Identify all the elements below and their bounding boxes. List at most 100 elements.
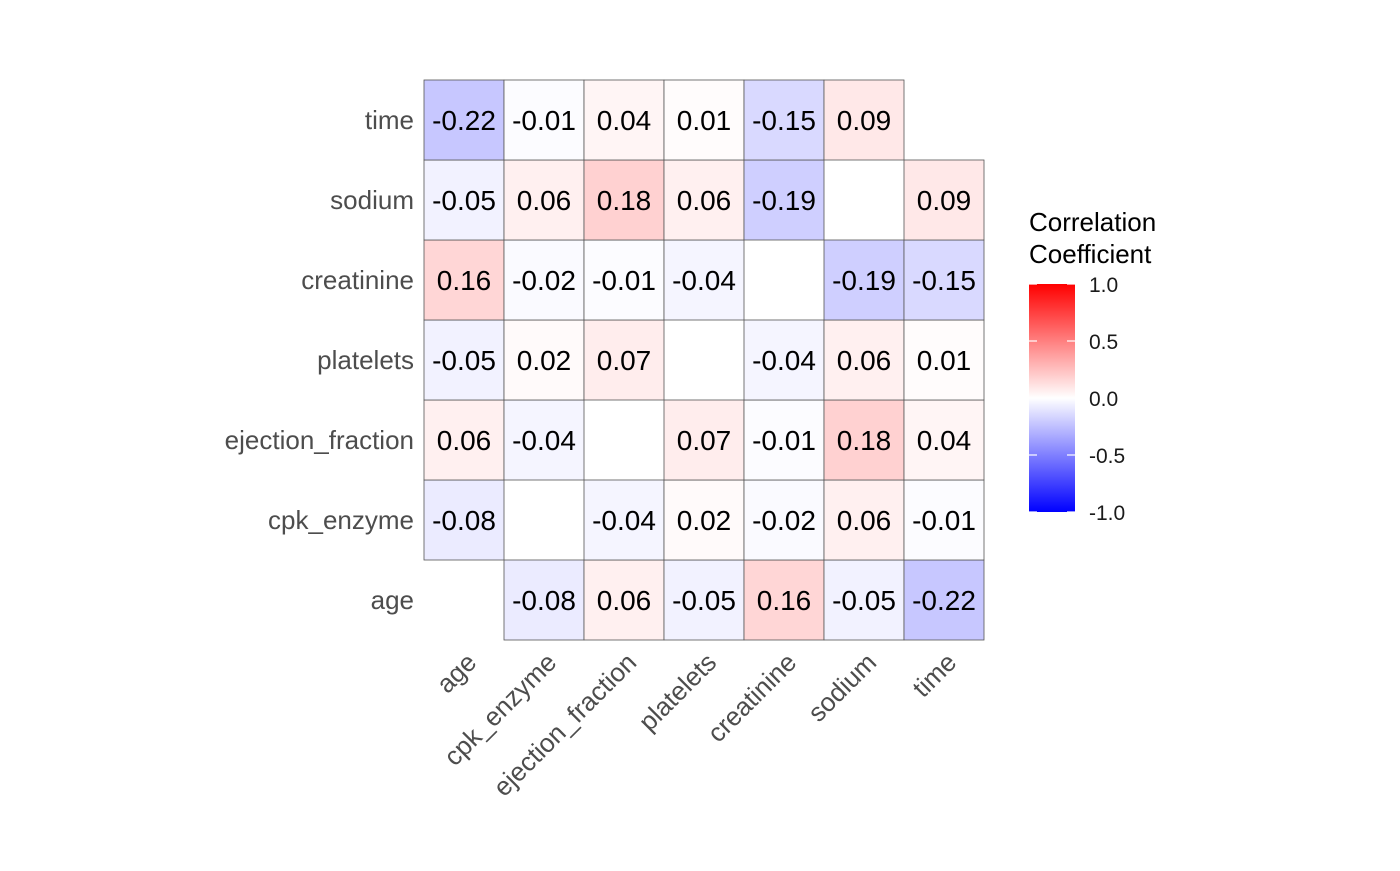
heatmap-cell — [663, 479, 745, 561]
heatmap-cell — [423, 79, 505, 161]
cell-value-label: 0.01 — [677, 105, 732, 136]
cell-value-label: 0.06 — [517, 185, 572, 216]
cell-value-label: -0.05 — [432, 345, 496, 376]
legend-ticks: 1.0 0.5 0.0 -0.5 -1.0 — [1029, 274, 1125, 525]
cell-value-label: -0.15 — [752, 105, 816, 136]
heatmap-cell — [903, 159, 985, 241]
cell-value-label: 0.09 — [917, 185, 972, 216]
heatmap-cell — [423, 239, 505, 321]
heatmap-cell — [503, 319, 585, 401]
heatmap-cell — [743, 159, 825, 241]
heatmap-cell — [823, 559, 905, 641]
cell-value-label: 0.09 — [837, 105, 892, 136]
legend-tick-label: -0.5 — [1089, 445, 1125, 468]
heatmap-cell — [903, 319, 985, 401]
cell-value-label: 0.07 — [677, 425, 732, 456]
heatmap-cell — [903, 239, 985, 321]
heatmap-cell — [583, 79, 665, 161]
legend-tick-label: -1.0 — [1089, 502, 1125, 525]
cell-value-label: 0.18 — [837, 425, 892, 456]
cell-value-label: 0.06 — [597, 585, 652, 616]
cell-value-label: 0.16 — [757, 585, 812, 616]
heatmap-cell — [503, 559, 585, 641]
cell-value-label: -0.04 — [512, 425, 576, 456]
heatmap-cell — [663, 239, 745, 321]
cell-value-label: 0.06 — [677, 185, 732, 216]
cell-value-label: -0.01 — [752, 425, 816, 456]
heatmap-cell — [663, 79, 745, 161]
y-tick-label: creatinine — [301, 265, 414, 295]
y-tick-label: age — [371, 585, 414, 615]
heatmap-cell — [663, 159, 745, 241]
cell-value-label: 0.04 — [597, 105, 652, 136]
cell-value-label: -0.01 — [912, 505, 976, 536]
y-axis: age cpk_enzyme ejection_fraction platelets c… — [225, 105, 414, 615]
x-axis: agecpk_enzymeejection_fractionplateletsc… — [430, 647, 962, 802]
cell-value-label: 0.18 — [597, 185, 652, 216]
cell-value-label: 0.06 — [837, 505, 892, 536]
cell-value-label: -0.15 — [912, 265, 976, 296]
cell-value-label: -0.08 — [512, 585, 576, 616]
heatmap-cell — [743, 479, 825, 561]
heatmap-cell — [423, 319, 505, 401]
cell-value-label: 0.01 — [917, 345, 972, 376]
cell-value-label: 0.06 — [437, 425, 492, 456]
heatmap-cells — [423, 79, 985, 641]
cell-value-label: -0.01 — [512, 105, 576, 136]
cell-value-label: 0.04 — [917, 425, 972, 456]
heatmap-cell — [423, 399, 505, 481]
heatmap-cell — [743, 559, 825, 641]
heatmap-cell — [903, 559, 985, 641]
legend-title-line-2: Coefficient — [1029, 239, 1152, 269]
cell-value-label: -0.04 — [672, 265, 736, 296]
y-tick-label: sodium — [330, 185, 414, 215]
cell-value-label: -0.02 — [752, 505, 816, 536]
cell-value-label: 0.06 — [837, 345, 892, 376]
heatmap-cell — [903, 479, 985, 561]
y-tick-label: time — [365, 105, 414, 135]
cell-value-label: -0.22 — [912, 585, 976, 616]
y-tick-label: cpk_enzyme — [268, 505, 414, 535]
legend-tick-label: 0.0 — [1089, 388, 1118, 411]
heatmap-cell — [743, 79, 825, 161]
heatmap-cell — [583, 239, 665, 321]
cell-value-label: -0.04 — [592, 505, 656, 536]
cell-value-label: -0.19 — [752, 185, 816, 216]
heatmap-cell — [583, 559, 665, 641]
heatmap-cell — [583, 479, 665, 561]
cell-value-label: 0.02 — [517, 345, 572, 376]
heatmap-cell — [663, 399, 745, 481]
heatmap-cell — [583, 319, 665, 401]
x-tick-label: ejection_fraction — [487, 647, 642, 802]
heatmap-cell — [503, 79, 585, 161]
color-legend: Correlation Coefficient 1.0 0.5 0.0 -0.5 -1.… — [1029, 207, 1156, 525]
heatmap-cell — [743, 319, 825, 401]
cell-value-label: -0.02 — [512, 265, 576, 296]
x-tick-label: age — [430, 647, 482, 699]
y-tick-label: ejection_fraction — [225, 425, 414, 455]
y-tick-label: platelets — [317, 345, 414, 375]
heatmap-cell — [823, 239, 905, 321]
heatmap-cell — [823, 79, 905, 161]
cell-value-label: -0.04 — [752, 345, 816, 376]
cell-value-label: -0.19 — [832, 265, 896, 296]
heatmap-cell — [743, 399, 825, 481]
cell-value-label: -0.01 — [592, 265, 656, 296]
legend-tick-label: 1.0 — [1089, 274, 1118, 297]
heatmap-cell — [423, 479, 505, 561]
cell-value-label: -0.08 — [432, 505, 496, 536]
heatmap-value-labels: -0.08 0.06 -0.05 0.16 -0.05 -0.22 -0.08 -0.04 0.… — [432, 105, 976, 616]
cell-value-label: -0.05 — [432, 185, 496, 216]
x-tick-label: sodium — [802, 647, 882, 727]
legend-title-line-1: Correlation — [1029, 207, 1156, 237]
legend-tick-label: 0.5 — [1089, 331, 1118, 354]
cell-value-label: -0.05 — [672, 585, 736, 616]
x-tick-label: time — [906, 647, 962, 703]
heatmap-cell — [903, 399, 985, 481]
heatmap-cell — [823, 319, 905, 401]
x-tick-label: creatinine — [701, 647, 802, 748]
cell-value-label: -0.05 — [832, 585, 896, 616]
heatmap-cell — [823, 399, 905, 481]
